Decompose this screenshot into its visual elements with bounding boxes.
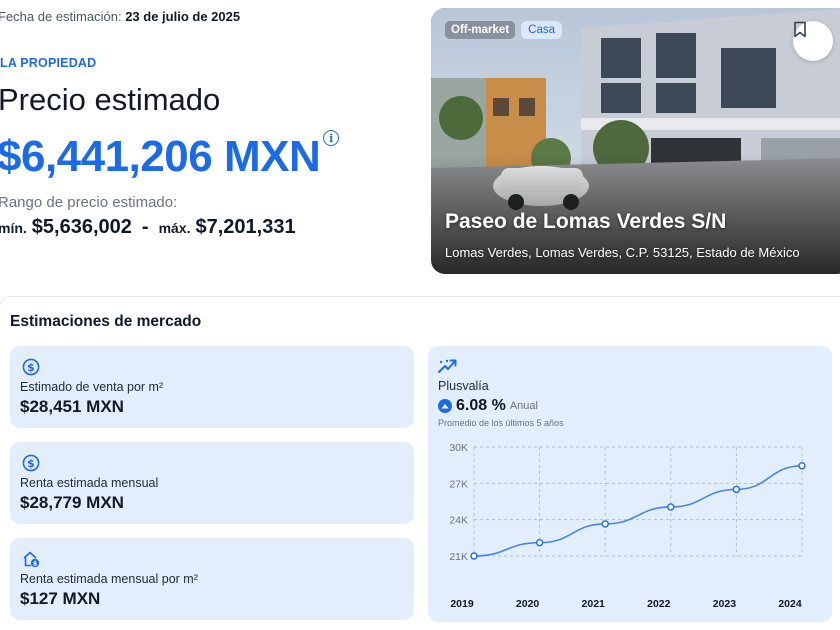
plusvalia-row: 6.08 % Anual bbox=[438, 397, 538, 415]
monthly-rent-card: $ Renta estimada mensual $28,779 MXN bbox=[10, 442, 414, 524]
arrow-up-icon bbox=[438, 399, 452, 413]
data-point bbox=[667, 503, 675, 511]
x-tick-label: 2023 bbox=[713, 598, 737, 610]
estimation-date: Fecha de estimación: 23 de julio de 2025 bbox=[0, 9, 240, 24]
sale-per-m2-card: $ Estimado de venta por m² $28,451 MXN bbox=[10, 346, 414, 428]
range-max-value: $7,201,331 bbox=[195, 216, 296, 238]
address-subtitle: Lomas Verdes, Lomas Verdes, C.P. 53125, … bbox=[445, 245, 800, 260]
plusvalia-card: Plusvalía 6.08 % Anual Promedio de los ú… bbox=[428, 346, 832, 622]
card-label: Renta estimada mensual bbox=[20, 476, 159, 490]
x-tick-label: 2019 bbox=[450, 598, 474, 610]
street-view-image bbox=[431, 8, 840, 274]
trending-up-icon bbox=[438, 359, 457, 373]
section-label: LA PROPIEDAD bbox=[0, 56, 97, 70]
range-label: Rango de precio estimado: bbox=[0, 194, 178, 211]
data-point bbox=[601, 520, 609, 528]
page-title: Precio estimado bbox=[0, 82, 221, 117]
dollar-circle-icon: $ bbox=[22, 358, 40, 376]
y-tick-label: 21K bbox=[449, 551, 468, 563]
address-title: Paseo de Lomas Verdes S/N bbox=[445, 210, 727, 233]
range-min-label: mín. bbox=[0, 220, 27, 236]
range-min-value: $5,636,002 bbox=[31, 216, 132, 238]
estimated-price: $6,441,206 MXN bbox=[0, 132, 321, 181]
card-value: $28,779 MXN bbox=[20, 493, 124, 512]
data-point bbox=[798, 462, 806, 470]
data-point bbox=[732, 485, 741, 494]
x-tick-label: 2024 bbox=[778, 598, 802, 610]
property-badges: Off-market Casa bbox=[445, 21, 563, 39]
card-value: $127 MXN bbox=[20, 589, 101, 608]
svg-text:$: $ bbox=[27, 361, 35, 374]
property-photo[interactable]: Off-market Casa Paseo de Lomas Verdes S/… bbox=[431, 8, 840, 274]
status-badge: Off-market bbox=[445, 21, 516, 39]
svg-text:$: $ bbox=[27, 457, 35, 470]
bookmark-icon bbox=[794, 21, 806, 38]
price-row: $6,441,206 MXN i bbox=[0, 130, 340, 184]
plusvalia-chart: 21K 24K 27K 30K 2019 2020 2021 2022 2023 2024 bbox=[449, 442, 806, 610]
market-estimates-title: Estimaciones de mercado bbox=[10, 313, 202, 330]
plusvalia-note: Promedio de los últimos 5 años bbox=[438, 418, 564, 428]
data-point bbox=[535, 538, 544, 547]
price-range: mín. $5,636,002 - máx. $7,201,331 bbox=[0, 216, 296, 239]
rent-per-m2-card: $ Renta estimada mensual por m² $127 MXN bbox=[10, 538, 414, 620]
estimation-date-label: Fecha de estimación: bbox=[0, 9, 122, 24]
card-label: Renta estimada mensual por m² bbox=[20, 572, 198, 586]
range-max-label: máx. bbox=[158, 220, 191, 236]
range-dash: - bbox=[141, 216, 149, 238]
plusvalia-label: Plusvalía bbox=[438, 379, 489, 393]
dollar-circle-icon: $ bbox=[22, 454, 40, 472]
bookmark-button[interactable] bbox=[793, 21, 833, 61]
type-badge: Casa bbox=[521, 21, 563, 39]
series-line bbox=[473, 464, 803, 557]
estimation-date-value: 23 de julio de 2025 bbox=[125, 9, 241, 24]
y-tick-label: 24K bbox=[449, 515, 468, 527]
data-point bbox=[470, 552, 478, 560]
info-icon[interactable]: i bbox=[323, 130, 340, 146]
x-tick-label: 2020 bbox=[516, 598, 540, 610]
y-tick-label: 30K bbox=[449, 442, 468, 454]
svg-text:$: $ bbox=[33, 560, 38, 568]
plusvalia-period: Anual bbox=[509, 400, 538, 412]
card-value: $28,451 MXN bbox=[20, 397, 124, 416]
house-dollar-icon: $ bbox=[23, 551, 40, 568]
x-tick-label: 2022 bbox=[647, 598, 671, 610]
plusvalia-value: 6.08 % bbox=[456, 397, 506, 414]
x-tick-label: 2021 bbox=[582, 598, 606, 610]
y-tick-label: 27K bbox=[449, 478, 468, 490]
card-label: Estimado de venta por m² bbox=[20, 380, 164, 394]
